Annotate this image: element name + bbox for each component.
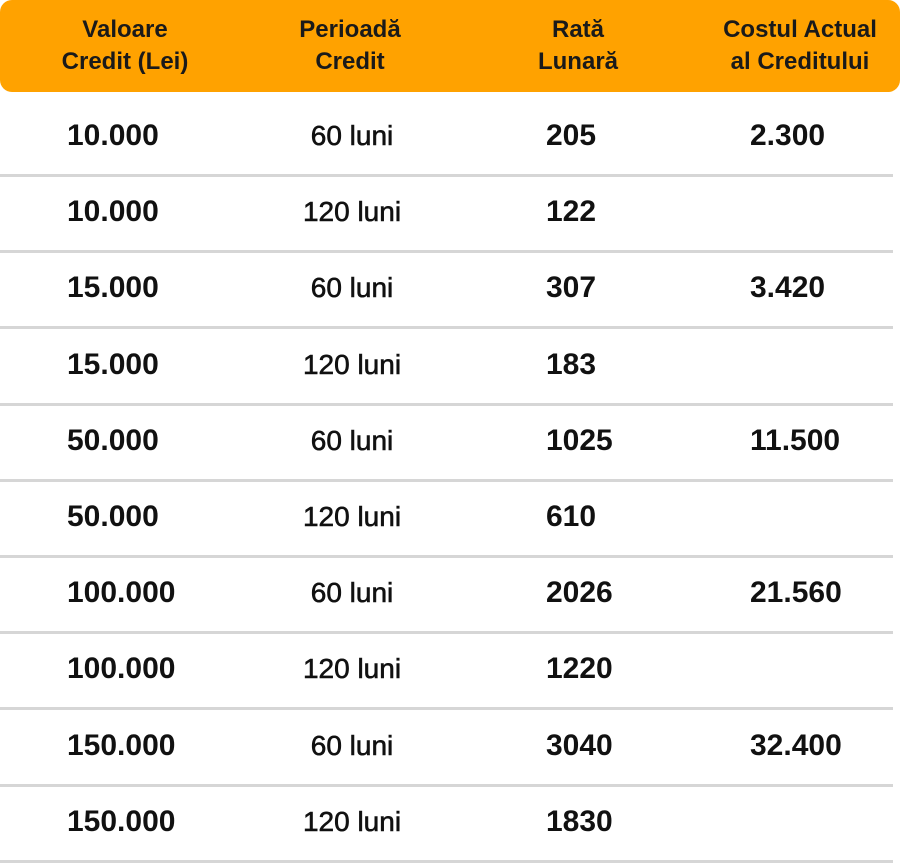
table-cell: 100.000 bbox=[67, 652, 176, 686]
table-cell: 307 bbox=[546, 271, 597, 305]
header-line: Costul Actual bbox=[723, 16, 877, 43]
table-cell: 150.000 bbox=[67, 728, 176, 762]
header-cell: Perioadă Credit bbox=[240, 14, 460, 78]
table-cell: 10.000 bbox=[67, 119, 159, 152]
table-cell: 60 luni bbox=[310, 120, 394, 152]
header-line: Lunară bbox=[537, 48, 618, 75]
row-divider bbox=[0, 402, 893, 406]
row-divider bbox=[0, 783, 893, 787]
header-cell: Costul Actual al Creditului bbox=[690, 14, 900, 78]
table-cell: 11.500 bbox=[750, 423, 841, 457]
header-line: Credit bbox=[315, 48, 385, 75]
table-cell: 122 bbox=[546, 195, 597, 229]
header-line: Valoare bbox=[82, 16, 168, 43]
header-line: al Creditului bbox=[730, 48, 870, 75]
row-divider bbox=[0, 478, 893, 482]
header-cell: Rată Lunară bbox=[468, 14, 688, 78]
row-divider bbox=[0, 631, 893, 635]
table-cell: 2.300 bbox=[750, 119, 826, 152]
table-cell: 10.000 bbox=[67, 195, 159, 229]
table-header: Valoare Credit (Lei) Perioadă Credit Rată Lun… bbox=[0, 0, 900, 92]
header-line: Rată bbox=[551, 16, 605, 43]
table-cell: 60 luni bbox=[310, 577, 394, 609]
table-cell: 120 luni bbox=[302, 348, 402, 380]
table-cell: 50.000 bbox=[67, 500, 159, 533]
table-cell: 15.000 bbox=[67, 347, 159, 381]
table-cell: 1220 bbox=[546, 652, 613, 686]
table-cell: 60 luni bbox=[310, 272, 394, 304]
table-cell: 3040 bbox=[546, 728, 613, 762]
table-cell: 3.420 bbox=[750, 271, 826, 305]
table-cell: 120 luni bbox=[302, 196, 402, 228]
table-cell: 183 bbox=[546, 347, 597, 381]
table-cell: 1025 bbox=[546, 423, 613, 457]
table-cell: 21.560 bbox=[750, 576, 842, 610]
table-cell: 120 luni bbox=[302, 805, 402, 837]
table-cell: 2026 bbox=[546, 576, 613, 610]
row-divider bbox=[0, 707, 893, 711]
table-cell: 610 bbox=[546, 500, 597, 533]
header-cell: Valoare Credit (Lei) bbox=[15, 14, 235, 78]
table-cell: 50.000 bbox=[67, 423, 159, 457]
table-cell: 150.000 bbox=[67, 804, 176, 838]
header-line: Credit (Lei) bbox=[61, 48, 189, 75]
row-divider bbox=[0, 250, 893, 254]
table-cell: 100.000 bbox=[67, 576, 176, 610]
table-cell: 60 luni bbox=[310, 729, 394, 761]
table-cell: 60 luni bbox=[310, 424, 394, 456]
header-line: Perioadă bbox=[299, 16, 401, 43]
table-cell: 15.000 bbox=[67, 271, 159, 305]
table-cell: 1830 bbox=[546, 804, 613, 838]
row-divider bbox=[0, 174, 893, 177]
table-cell: 32.400 bbox=[750, 728, 842, 762]
row-divider bbox=[0, 555, 893, 558]
row-divider bbox=[0, 326, 893, 330]
row-divider bbox=[0, 859, 893, 863]
table-cell: 205 bbox=[546, 119, 597, 152]
table-cell: 120 luni bbox=[302, 501, 402, 533]
table-cell: 120 luni bbox=[302, 653, 402, 685]
